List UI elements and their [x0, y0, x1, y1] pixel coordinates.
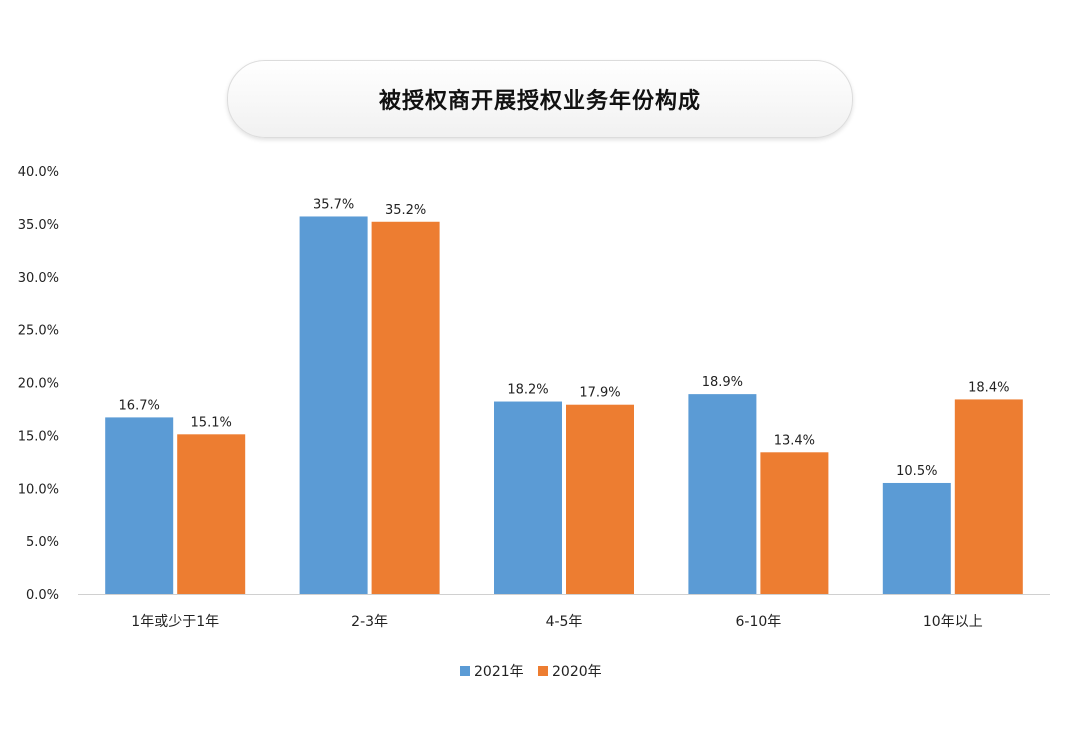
data-label: 18.9% — [702, 375, 743, 390]
y-tick-label: 20.0% — [18, 377, 59, 392]
legend-label: 2020年 — [552, 664, 602, 680]
data-label: 18.4% — [968, 380, 1009, 395]
bar-series1 — [105, 417, 174, 594]
bar-series1 — [494, 401, 562, 594]
data-label: 35.7% — [313, 197, 354, 212]
legend-swatch — [460, 666, 470, 676]
bar-series1 — [688, 394, 757, 594]
x-category-label: 4-5年 — [546, 614, 583, 630]
y-tick-label: 0.0% — [26, 588, 59, 603]
bar-series2 — [177, 434, 246, 594]
y-tick-label: 35.0% — [18, 218, 59, 233]
data-label: 15.1% — [191, 415, 232, 430]
bar-series2 — [954, 399, 1023, 594]
y-tick-label: 5.0% — [26, 535, 59, 550]
data-label: 13.4% — [774, 433, 815, 448]
bar-series2 — [760, 452, 829, 594]
data-label: 18.2% — [507, 383, 548, 398]
y-tick-label: 15.0% — [18, 429, 59, 444]
x-category-label: 6-10年 — [736, 614, 782, 630]
y-tick-label: 30.0% — [18, 271, 59, 286]
bar-series1 — [882, 482, 951, 594]
chart-title: 被授权商开展授权业务年份构成 — [378, 89, 701, 114]
y-tick-label: 25.0% — [18, 324, 59, 339]
x-category-label: 10年以上 — [923, 614, 983, 630]
x-category-label: 2-3年 — [351, 614, 388, 630]
data-label: 16.7% — [119, 398, 160, 413]
x-category-label: 1年或少于1年 — [131, 614, 219, 630]
chart-title-box: 被授权商开展授权业务年份构成 — [227, 60, 853, 138]
data-label: 10.5% — [896, 464, 937, 479]
y-tick-label: 40.0% — [18, 165, 59, 180]
bar-series2 — [566, 404, 634, 594]
legend-swatch — [538, 666, 548, 676]
data-label: 35.2% — [385, 203, 426, 218]
bar-series2 — [371, 221, 440, 594]
data-label: 17.9% — [579, 386, 620, 401]
y-tick-label: 10.0% — [18, 482, 59, 497]
legend-label: 2021年 — [474, 664, 524, 680]
bar-series1 — [299, 216, 368, 594]
